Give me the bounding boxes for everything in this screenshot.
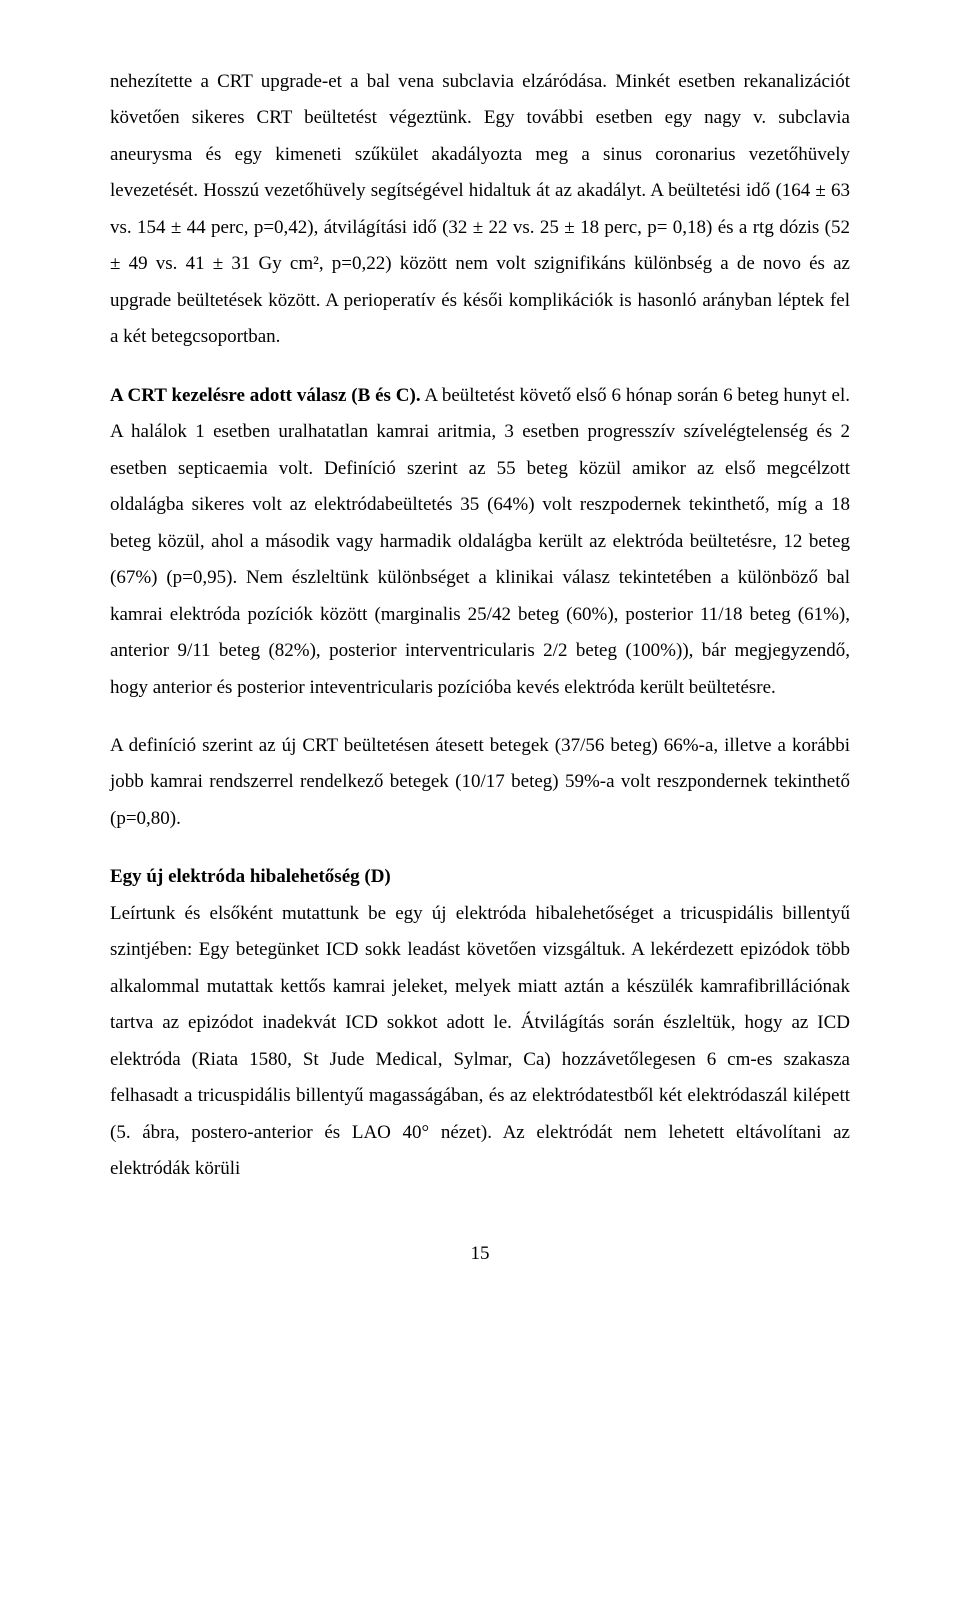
heading-electrode-fault-text: Egy új elektróda hibalehetőség (D) bbox=[110, 866, 391, 887]
paragraph-2-body: A beültetést követő első 6 hónap során 6… bbox=[110, 385, 850, 698]
paragraph-3: A definíció szerint az új CRT beültetése… bbox=[110, 728, 850, 837]
paragraph-4: Leírtunk és elsőként mutattunk be egy új… bbox=[110, 896, 850, 1188]
heading-electrode-fault: Egy új elektróda hibalehetőség (D) bbox=[110, 859, 850, 895]
paragraph-1: nehezítette a CRT upgrade-et a bal vena … bbox=[110, 64, 850, 356]
paragraph-2: A CRT kezelésre adott válasz (B és C). A… bbox=[110, 378, 850, 706]
page-number: 15 bbox=[110, 1236, 850, 1272]
heading-crt-response: A CRT kezelésre adott válasz (B és C). bbox=[110, 385, 421, 406]
document-page: nehezítette a CRT upgrade-et a bal vena … bbox=[0, 0, 960, 1612]
